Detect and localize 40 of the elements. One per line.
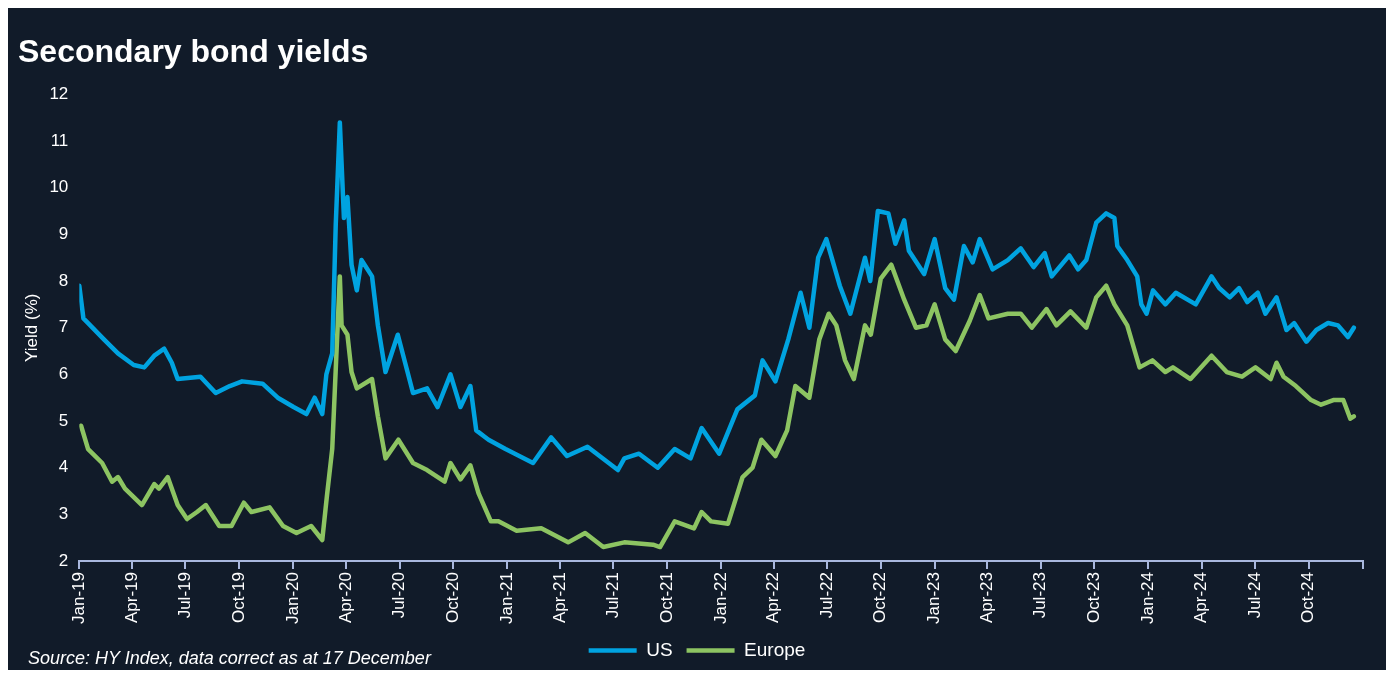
y-axis-title: Yield (%) [21, 293, 41, 362]
x-tick-label: Jul-19 [174, 572, 194, 619]
y-tick-label: 6 [58, 364, 69, 384]
x-tick-label: Apr-20 [335, 572, 355, 624]
source-note: Source: HY Index, data correct as at 17 December [28, 648, 432, 668]
y-tick-label: 11 [50, 130, 69, 150]
y-tick-label: 2 [58, 550, 69, 570]
x-tick-label: Jan-24 [1138, 572, 1158, 624]
legend-label: Europe [744, 638, 806, 660]
x-tick-label: Jul-23 [1030, 572, 1050, 619]
x-tick-label: Oct-21 [656, 572, 676, 624]
y-tick-label: 9 [58, 224, 69, 244]
y-tick-label: 8 [58, 270, 69, 290]
y-tick-label: 7 [58, 317, 69, 337]
chart-title: Secondary bond yields [18, 33, 369, 70]
x-tick-label: Oct-19 [228, 572, 248, 624]
x-tick-label: Jul-24 [1244, 572, 1264, 619]
x-tick-label: Apr-21 [549, 572, 569, 624]
x-tick-label: Jul-20 [389, 572, 409, 619]
x-tick-label: Oct-23 [1084, 572, 1104, 624]
x-tick-label: Apr-23 [977, 572, 997, 624]
x-tick-label: Jan-19 [69, 572, 88, 624]
x-tick-label: Apr-24 [1191, 572, 1211, 624]
y-tick-label: 5 [58, 410, 69, 430]
x-tick-label: Apr-22 [763, 572, 783, 624]
x-tick-label: Jan-21 [496, 572, 516, 624]
x-tick-label: Jan-20 [282, 572, 302, 624]
x-tick-label: Jul-22 [816, 572, 836, 619]
x-tick-label: Oct-22 [870, 572, 890, 624]
y-tick-label: 10 [49, 177, 69, 197]
y-tick-label: 12 [49, 84, 69, 104]
x-tick-label: Jul-21 [602, 572, 622, 619]
x-tick-label: Jan-23 [924, 572, 944, 624]
y-tick-label: 3 [58, 504, 69, 524]
x-tick-label: Jan-22 [710, 572, 730, 624]
legend-label: US [646, 638, 673, 660]
x-tick-label: Oct-20 [443, 572, 463, 624]
x-tick-label: Oct-24 [1298, 572, 1318, 624]
x-tick-label: Apr-19 [121, 572, 141, 624]
y-tick-label: 4 [58, 457, 69, 477]
